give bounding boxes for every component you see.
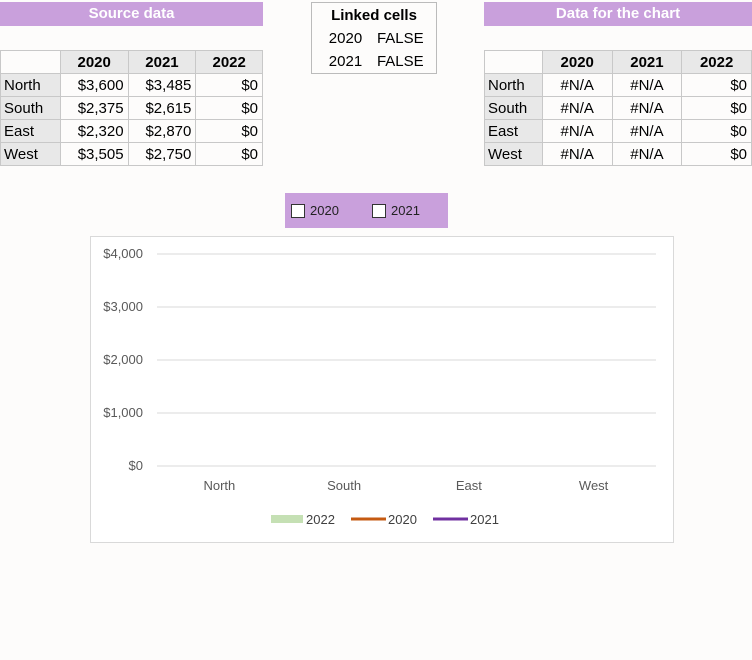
cell[interactable]: $2,320 — [59, 119, 129, 143]
cell[interactable]: $0 — [681, 96, 752, 120]
chart-area[interactable]: $0 $1,000 $2,000 $3,000 $4,000 North South East… — [90, 236, 674, 543]
chart-svg: $0 $1,000 $2,000 $3,000 $4,000 North South East… — [103, 246, 656, 527]
cell[interactable]: $2,615 — [127, 96, 197, 120]
checkbox-2020[interactable]: 2020 — [291, 203, 339, 218]
table-row: East $2,320 $2,870 $0 — [0, 119, 263, 143]
cell[interactable]: $0 — [195, 142, 263, 166]
y-tick-label: $4,000 — [103, 246, 143, 261]
source-col-2022[interactable]: 2022 — [195, 50, 263, 74]
cell[interactable]: $0 — [681, 73, 752, 97]
row-label[interactable]: East — [484, 119, 543, 143]
checkbox-bar: 2020 2021 — [285, 193, 448, 228]
linked-row-2021[interactable]: 2021 FALSE — [312, 53, 436, 70]
checkbox-icon[interactable] — [291, 203, 305, 218]
y-tick-label: $0 — [129, 458, 143, 473]
row-label[interactable]: South — [0, 96, 61, 120]
checkbox-label: 2020 — [310, 203, 339, 218]
cell[interactable]: $3,600 — [59, 73, 129, 97]
table-row: West #N/A #N/A $0 — [484, 142, 752, 166]
cell[interactable]: #N/A — [541, 96, 613, 120]
source-col-2020[interactable]: 2020 — [59, 50, 129, 74]
table-row: East #N/A #N/A $0 — [484, 119, 752, 143]
chart-col-2021[interactable]: 2021 — [611, 50, 683, 74]
source-corner-cell[interactable] — [0, 50, 61, 74]
linked-year: 2021 — [328, 53, 363, 70]
legend-label: 2020 — [388, 512, 417, 527]
chart-col-2022[interactable]: 2022 — [681, 50, 752, 74]
linked-row-2020[interactable]: 2020 FALSE — [312, 30, 436, 47]
cell[interactable]: #N/A — [611, 119, 683, 143]
cell[interactable]: $3,505 — [59, 142, 129, 166]
y-tick-label: $3,000 — [103, 299, 143, 314]
source-col-2021[interactable]: 2021 — [127, 50, 197, 74]
x-tick-label: North — [203, 478, 235, 493]
row-label[interactable]: South — [484, 96, 543, 120]
table-row: North $3,600 $3,485 $0 — [0, 73, 263, 97]
cell[interactable]: $2,375 — [59, 96, 129, 120]
cell[interactable]: $2,870 — [127, 119, 197, 143]
table-row: North #N/A #N/A $0 — [484, 73, 752, 97]
cell[interactable]: $0 — [195, 73, 263, 97]
x-tick-label: South — [327, 478, 361, 493]
row-label[interactable]: West — [484, 142, 543, 166]
checkbox-label: 2021 — [391, 203, 420, 218]
cell[interactable]: #N/A — [541, 119, 613, 143]
chart-data-header: Data for the chart — [484, 2, 752, 26]
cell[interactable]: $0 — [681, 119, 752, 143]
row-label[interactable]: North — [484, 73, 543, 97]
checkbox-icon[interactable] — [372, 203, 386, 218]
table-row: South #N/A #N/A $0 — [484, 96, 752, 120]
cell[interactable]: #N/A — [541, 73, 613, 97]
checkbox-2021[interactable]: 2021 — [372, 203, 420, 218]
legend-swatch — [271, 515, 303, 523]
linked-cells-box: Linked cells 2020 FALSE 2021 FALSE — [311, 2, 437, 74]
chart-col-2020[interactable]: 2020 — [541, 50, 613, 74]
row-label[interactable]: West — [0, 142, 61, 166]
x-tick-label: West — [579, 478, 609, 493]
linked-year: 2020 — [328, 30, 363, 47]
row-label[interactable]: North — [0, 73, 61, 97]
cell[interactable]: $0 — [195, 96, 263, 120]
y-tick-label: $2,000 — [103, 352, 143, 367]
x-tick-label: East — [456, 478, 482, 493]
row-label[interactable]: East — [0, 119, 61, 143]
table-row: West $3,505 $2,750 $0 — [0, 142, 263, 166]
source-data-header: Source data — [0, 2, 263, 26]
source-data-table: 2020 2021 2022 North $3,600 $3,485 $0 So… — [0, 50, 263, 166]
table-row: South $2,375 $2,615 $0 — [0, 96, 263, 120]
cell[interactable]: $3,485 — [127, 73, 197, 97]
y-tick-label: $1,000 — [103, 405, 143, 420]
legend-label: 2022 — [306, 512, 335, 527]
chart-data-table: 2020 2021 2022 North #N/A #N/A $0 South … — [484, 50, 752, 166]
cell[interactable]: $0 — [681, 142, 752, 166]
cell[interactable]: #N/A — [541, 142, 613, 166]
legend-label: 2021 — [470, 512, 499, 527]
chart-corner-cell[interactable] — [484, 50, 543, 74]
cell[interactable]: #N/A — [611, 73, 683, 97]
cell[interactable]: #N/A — [611, 142, 683, 166]
linked-value: FALSE — [376, 53, 424, 70]
cell[interactable]: $0 — [195, 119, 263, 143]
linked-cells-title: Linked cells — [331, 7, 417, 24]
cell[interactable]: #N/A — [611, 96, 683, 120]
linked-value: FALSE — [376, 30, 424, 47]
cell[interactable]: $2,750 — [127, 142, 197, 166]
